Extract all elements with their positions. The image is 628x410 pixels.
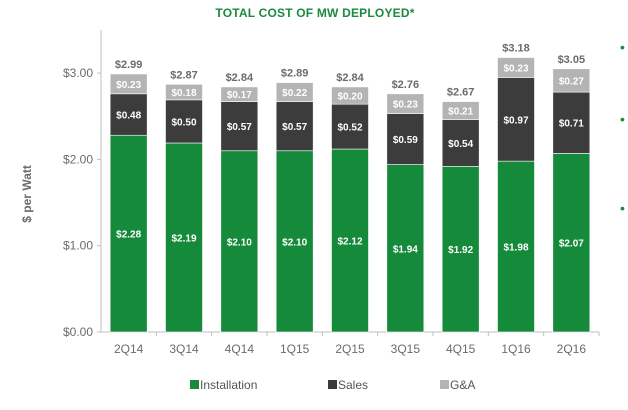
bar-segment-sales [220, 101, 259, 152]
data-label: $0.22 [282, 88, 307, 99]
data-label: $2.28 [116, 230, 141, 241]
bullet-marker: • [620, 39, 625, 55]
data-label: $0.23 [116, 80, 141, 91]
total-label: $3.18 [502, 43, 530, 55]
x-tick-label: 3Q14 [169, 342, 199, 356]
total-label: $2.87 [170, 69, 198, 81]
data-label: $1.98 [503, 243, 528, 254]
bar-segment-sales [275, 101, 314, 152]
bar-segment-ga [275, 82, 314, 102]
chart-title: TOTAL COST OF MW DEPLOYED* [215, 6, 415, 20]
bar-segment-installation [109, 134, 148, 333]
data-label: $0.27 [559, 76, 584, 87]
total-label: $2.76 [392, 79, 420, 91]
data-label: $0.57 [282, 122, 307, 133]
bar-segment-ga [386, 93, 425, 114]
bar-segment-ga [441, 101, 480, 121]
data-label: $0.54 [448, 139, 473, 150]
total-label: $2.84 [336, 72, 364, 84]
data-label: $2.10 [227, 237, 252, 248]
bar-segment-installation [386, 164, 425, 333]
total-label: $2.84 [226, 72, 254, 84]
bar-segment-installation [497, 160, 535, 333]
data-label: $0.17 [227, 90, 252, 101]
data-label: $0.97 [503, 115, 528, 126]
bar-segment-ga [552, 68, 591, 93]
bullet-marker: • [620, 111, 625, 127]
x-tick-label: 2Q14 [114, 342, 144, 356]
data-label: $1.94 [393, 244, 418, 255]
bar-segment-installation [275, 150, 314, 333]
data-label: $0.59 [393, 135, 418, 146]
data-label: $0.48 [116, 111, 141, 122]
total-label: $2.89 [281, 68, 309, 80]
bar-segment-installation [220, 150, 259, 333]
bar-segment-ga [220, 86, 259, 102]
x-tick-label: 1Q16 [501, 342, 531, 356]
legend-label: G&A [450, 378, 475, 392]
bar-segment-sales [552, 91, 591, 154]
data-label: $0.52 [337, 123, 362, 134]
data-label: $0.71 [559, 119, 584, 130]
bullet-marker: • [620, 200, 625, 216]
data-label: $0.23 [393, 100, 418, 111]
bar-segment-ga [109, 73, 148, 95]
bar-segment-installation [552, 153, 591, 333]
bar-segment-installation [331, 148, 369, 333]
data-label: $2.10 [282, 237, 307, 248]
y-tick-label: $3.00 [63, 66, 93, 80]
bar-segment-ga [331, 86, 369, 105]
x-tick-label: 3Q15 [391, 342, 421, 356]
data-label: $0.20 [337, 92, 362, 103]
total-label: $3.05 [558, 54, 586, 66]
legend-swatch [440, 380, 449, 389]
x-tick-label: 4Q15 [446, 342, 476, 356]
y-axis-label: $ per Watt [20, 165, 34, 223]
data-label: $2.19 [171, 234, 196, 245]
x-tick-label: 2Q16 [557, 342, 587, 356]
y-tick-label: $0.00 [63, 325, 93, 339]
bar-segment-sales [331, 103, 369, 150]
legend-swatch [190, 380, 199, 389]
x-tick-label: 2Q15 [335, 342, 365, 356]
total-label: $2.67 [447, 87, 475, 99]
data-label: $0.21 [448, 107, 473, 118]
x-tick-label: 1Q15 [280, 342, 310, 356]
total-label: $2.99 [115, 59, 143, 71]
bar-segment-sales [109, 93, 148, 136]
data-label: $1.92 [448, 245, 473, 256]
y-tick-label: $2.00 [63, 152, 93, 166]
data-label: $2.12 [337, 237, 362, 248]
data-label: $0.57 [227, 122, 252, 133]
legend-label: Sales [338, 378, 368, 392]
bar-segment-ga [165, 84, 203, 101]
bar-segment-installation [165, 142, 203, 333]
bar-segment-sales [386, 113, 425, 165]
y-tick-label: $1.00 [63, 239, 93, 253]
data-label: $2.07 [559, 239, 584, 250]
data-label: $0.50 [171, 117, 196, 128]
legend-label: Installation [200, 378, 257, 392]
x-tick-label: 4Q14 [225, 342, 255, 356]
bar-segment-ga [497, 57, 535, 78]
data-label: $0.23 [503, 63, 528, 74]
data-label: $0.18 [171, 88, 196, 99]
bar-segment-sales [165, 99, 203, 144]
legend-swatch [328, 380, 337, 389]
